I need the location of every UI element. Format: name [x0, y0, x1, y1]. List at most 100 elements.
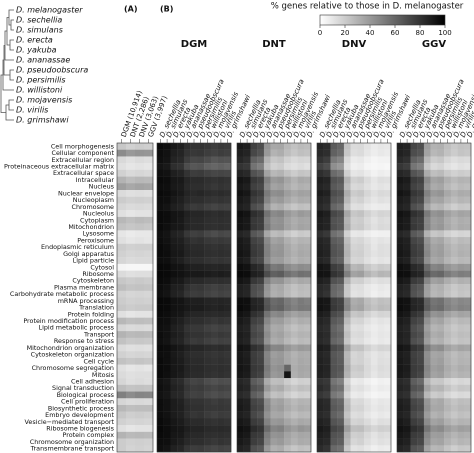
heat-cell — [337, 310, 345, 318]
heat-cell — [343, 230, 351, 238]
heat-cell — [270, 391, 278, 399]
heat-cell — [190, 364, 198, 372]
heat-cell — [197, 270, 205, 278]
heat-cell — [423, 190, 431, 197]
heat-cell — [450, 190, 458, 197]
heat-cell — [126, 163, 136, 171]
heat-cell — [417, 391, 425, 399]
row-label: Vesicle−mediated transport — [25, 418, 115, 426]
heat-cell — [397, 398, 404, 406]
heat-cell — [337, 210, 345, 218]
heat-cell — [224, 324, 232, 332]
heat-cell — [144, 216, 154, 224]
heat-cell — [444, 143, 452, 150]
heat-cell — [357, 223, 365, 231]
heat-cell — [297, 351, 305, 359]
heat-cell — [177, 290, 185, 298]
heat-cell — [243, 357, 251, 365]
heat-cell — [377, 230, 385, 238]
heat-cell — [237, 210, 244, 218]
heat-cell — [437, 156, 445, 164]
heat-cell — [377, 149, 385, 157]
heat-cell — [210, 277, 218, 285]
heat-cell — [350, 357, 358, 365]
heat-cell — [290, 216, 298, 224]
heat-cell — [437, 183, 445, 191]
heat-cell — [217, 384, 225, 392]
heat-cell — [224, 237, 232, 244]
heat-cell — [330, 290, 338, 298]
heat-cell — [357, 398, 365, 406]
heat-cell — [423, 176, 431, 184]
heat-cell — [330, 143, 338, 150]
heat-cell — [237, 243, 244, 251]
heat-cell — [450, 183, 458, 191]
heat-cell — [350, 371, 358, 379]
heat-cell — [464, 310, 472, 318]
heat-cell — [163, 331, 171, 339]
heat-cell — [437, 337, 445, 345]
heat-cell — [397, 290, 404, 298]
heat-cell — [250, 210, 258, 218]
heat-cell — [190, 230, 198, 238]
heat-cell — [457, 216, 465, 224]
species-label: D. yakuba — [16, 46, 57, 55]
row-label: Nucleus — [89, 183, 115, 191]
heat-cell — [284, 344, 292, 352]
heat-cell — [410, 378, 418, 386]
heat-cell — [170, 357, 178, 365]
heat-cell — [370, 223, 378, 231]
heat-cell — [204, 418, 212, 426]
heat-cell — [290, 156, 298, 164]
heat-cell — [204, 445, 212, 453]
heat-cell — [126, 317, 136, 325]
heat-cell — [397, 310, 404, 318]
heat-cell — [250, 230, 258, 238]
heat-cell — [370, 183, 378, 191]
heat-cell — [457, 190, 465, 197]
heat-cell — [177, 176, 185, 184]
heat-cell — [144, 163, 154, 171]
heat-cell — [257, 304, 265, 312]
heat-cell — [224, 284, 232, 291]
heat-cell — [323, 310, 331, 318]
heat-cell — [144, 344, 154, 352]
heat-cell — [170, 183, 178, 191]
heat-cell — [183, 250, 191, 258]
heat-cell — [337, 384, 345, 392]
heat-cell — [397, 364, 404, 372]
heat-cell — [257, 257, 265, 265]
heat-cell — [277, 183, 285, 191]
heat-cell — [457, 310, 465, 318]
heat-cell — [210, 317, 218, 325]
heat-cell — [417, 337, 425, 345]
heat-cell — [357, 384, 365, 392]
heat-cell — [397, 304, 404, 312]
heat-cell — [277, 378, 285, 386]
heat-cell — [317, 418, 324, 426]
heat-cell — [197, 223, 205, 231]
heat-cell — [183, 404, 191, 412]
heat-cell — [350, 344, 358, 352]
species-label: D. pseudoobscura — [16, 66, 88, 75]
heat-cell — [450, 243, 458, 251]
heat-cell — [237, 304, 244, 312]
heat-cell — [464, 190, 472, 197]
heat-cell — [297, 270, 305, 278]
heat-cell — [263, 425, 271, 433]
heat-cell — [450, 176, 458, 184]
heat-cell — [450, 297, 458, 305]
heat-cell — [170, 398, 178, 406]
heat-cell — [450, 203, 458, 211]
heat-cell — [384, 297, 392, 305]
heat-cell — [204, 230, 212, 238]
heat-cell — [297, 210, 305, 218]
heat-cell — [290, 331, 298, 339]
heat-cell — [263, 431, 271, 439]
heat-cell — [157, 149, 164, 157]
heat-cell — [384, 263, 392, 271]
heat-cell — [417, 230, 425, 238]
heat-cell — [437, 357, 445, 365]
heat-cell — [250, 324, 258, 332]
heat-cell — [290, 277, 298, 285]
